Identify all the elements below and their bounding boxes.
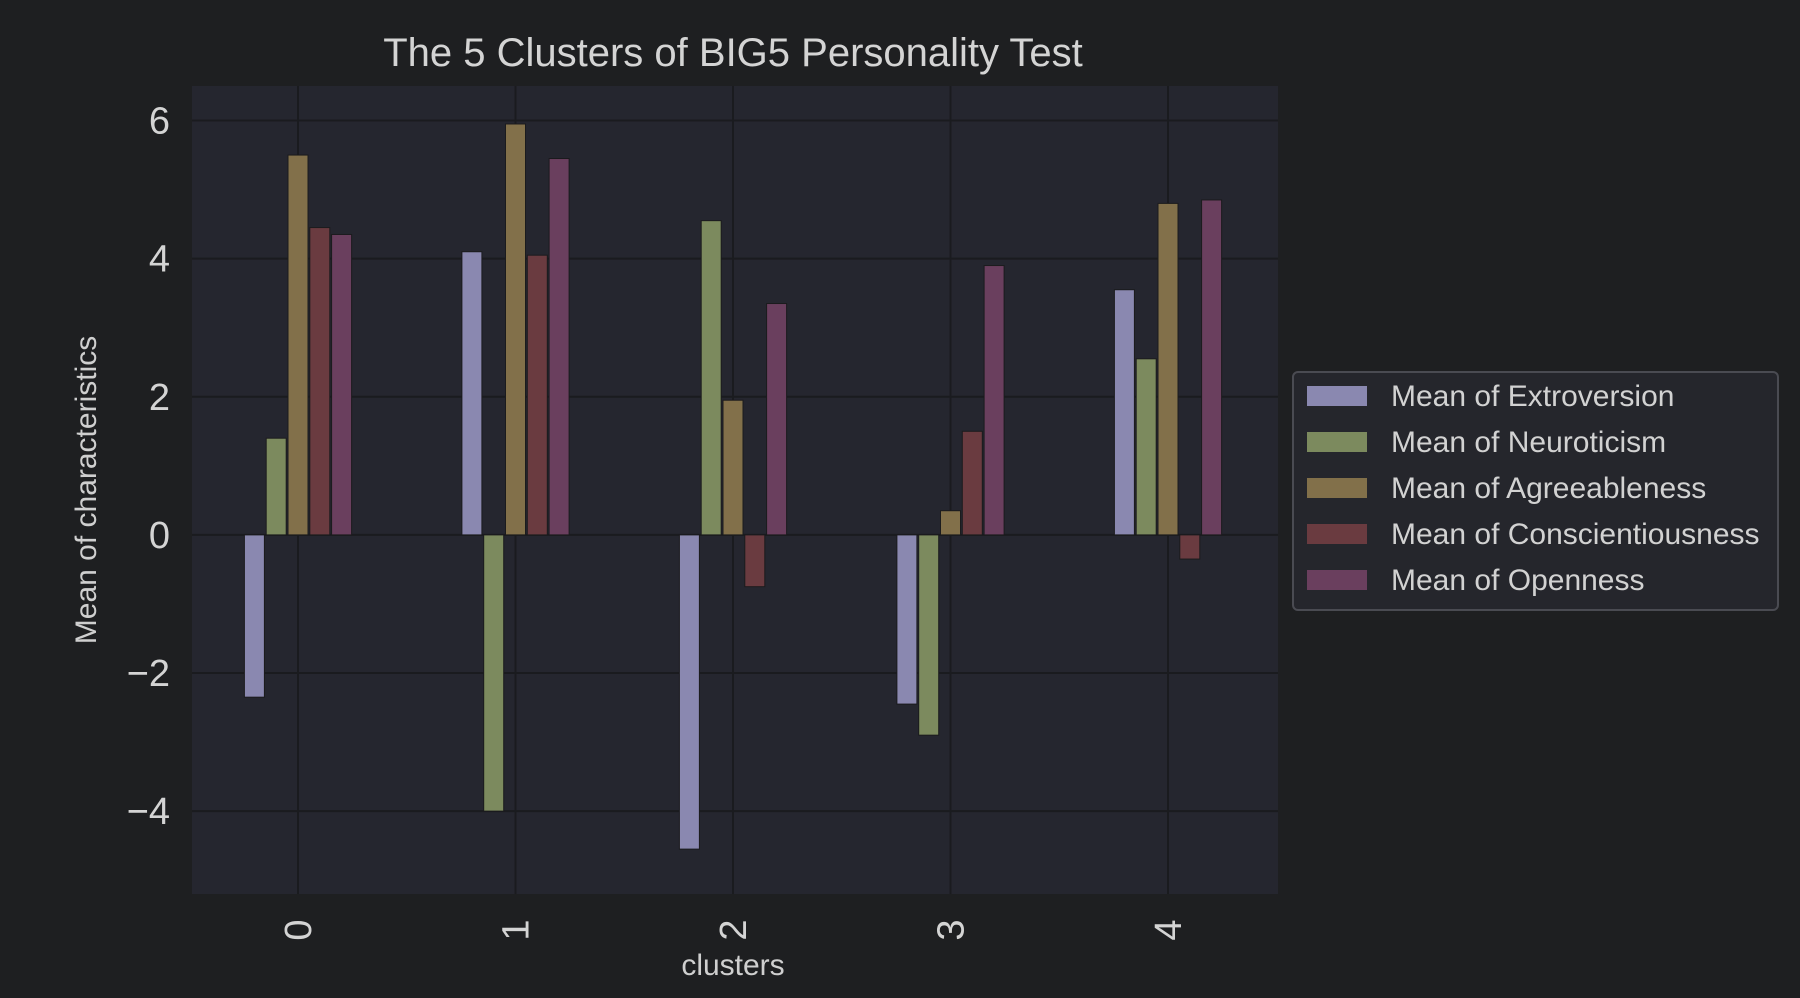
legend-swatch [1307, 524, 1367, 544]
x-tick-label: 0 [278, 919, 320, 940]
bar [896, 534, 918, 705]
bar [461, 251, 483, 536]
legend-frame [1292, 371, 1779, 611]
bar [1201, 199, 1223, 536]
y-tick-label: 0 [149, 515, 170, 557]
bar [744, 534, 766, 588]
legend-label: Mean of Agreeableness [1391, 472, 1706, 505]
bar [287, 154, 309, 536]
x-tick-label: 3 [931, 919, 973, 940]
x-tick-label: 4 [1148, 919, 1190, 940]
bar [483, 534, 505, 812]
bar [505, 123, 526, 536]
legend-label: Mean of Openness [1391, 564, 1645, 597]
bar [678, 534, 700, 850]
legend-label: Mean of Extroversion [1391, 380, 1674, 413]
y-tick-labels: 6 4 2 0 −2 −4 [127, 101, 170, 834]
bar [1135, 358, 1157, 536]
legend-swatch [1307, 570, 1367, 590]
bar [918, 534, 940, 736]
bar [940, 510, 961, 536]
legend-label: Mean of Conscientiousness [1391, 518, 1760, 551]
y-tick-label: 6 [149, 101, 170, 143]
bar [331, 233, 353, 536]
bar [983, 265, 1005, 536]
legend-label: Mean of Neuroticism [1391, 426, 1666, 459]
bar [722, 399, 744, 536]
bar [1157, 202, 1179, 536]
y-tick-label: −4 [127, 791, 170, 833]
bar [700, 220, 722, 536]
y-tick-label: 2 [149, 377, 170, 419]
bar [265, 437, 287, 536]
bar [526, 254, 548, 536]
bar [1113, 289, 1135, 536]
x-tick-labels: 0 1 2 3 4 [278, 919, 1190, 940]
bar [961, 430, 983, 536]
bars [243, 123, 1223, 850]
legend-items: Mean of Extroversion Mean of Neuroticism M… [1307, 380, 1760, 597]
legend: Mean of Extroversion Mean of Neuroticism M… [1292, 371, 1779, 611]
y-tick-label: 4 [149, 239, 170, 281]
legend-swatch [1307, 478, 1367, 498]
y-axis-label: Mean of characteristics [70, 336, 103, 644]
x-tick-label: 2 [713, 919, 755, 940]
bar [1179, 534, 1201, 560]
y-tick-label: −2 [127, 653, 170, 695]
bar [243, 534, 265, 698]
x-tick-label: 1 [496, 919, 538, 940]
legend-swatch [1307, 432, 1367, 452]
x-axis-label: clusters [681, 949, 784, 982]
legend-swatch [1307, 386, 1367, 406]
chart-title: The 5 Clusters of BIG5 Personality Test [383, 31, 1083, 75]
bar [548, 158, 570, 536]
bar [309, 227, 331, 536]
bar [766, 303, 788, 536]
